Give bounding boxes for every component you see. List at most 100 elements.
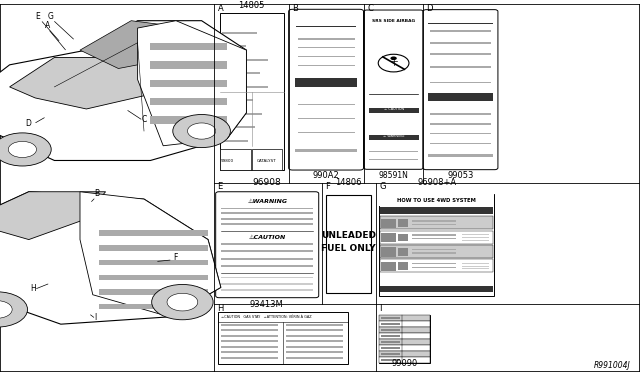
Bar	[150, 116, 227, 124]
Bar	[298, 132, 355, 134]
Bar	[285, 346, 343, 348]
Text: R991004J: R991004J	[594, 360, 630, 370]
Text: A: A	[45, 21, 50, 30]
Circle shape	[167, 293, 198, 311]
Bar	[99, 245, 208, 251]
Text: 14805: 14805	[238, 1, 264, 10]
Bar	[218, 312, 348, 364]
Bar	[99, 275, 208, 280]
Circle shape	[173, 115, 230, 148]
Bar	[462, 254, 490, 255]
Bar	[381, 323, 400, 325]
Polygon shape	[0, 192, 221, 324]
Bar	[381, 317, 400, 319]
Bar	[462, 263, 490, 264]
Bar	[379, 193, 494, 296]
Bar	[298, 104, 355, 105]
Text: 99053: 99053	[447, 171, 474, 180]
Text: CATALYST: CATALYST	[257, 158, 276, 163]
Circle shape	[188, 123, 216, 139]
Bar	[221, 346, 278, 348]
Bar	[430, 113, 491, 115]
Text: 98591N: 98591N	[379, 171, 408, 180]
Bar	[252, 149, 282, 170]
Bar	[298, 38, 355, 40]
Bar	[222, 99, 253, 101]
Polygon shape	[0, 21, 246, 160]
Bar	[462, 268, 490, 269]
Text: G: G	[48, 12, 54, 21]
Bar	[380, 259, 493, 272]
Bar	[221, 283, 313, 285]
Circle shape	[0, 301, 12, 318]
Bar	[398, 234, 408, 241]
Text: B: B	[95, 189, 100, 198]
FancyBboxPatch shape	[289, 9, 364, 170]
Bar	[221, 329, 278, 331]
Bar	[369, 135, 419, 140]
Circle shape	[390, 57, 397, 60]
Polygon shape	[0, 192, 106, 240]
Bar	[150, 80, 227, 87]
Bar	[285, 324, 343, 326]
Bar	[221, 340, 278, 342]
Bar	[412, 248, 456, 250]
Bar	[222, 32, 257, 33]
Bar	[221, 334, 278, 337]
Text: HOW TO USE 4WD SYSTEM: HOW TO USE 4WD SYSTEM	[397, 198, 476, 203]
Bar	[99, 289, 208, 295]
Text: H: H	[30, 284, 36, 293]
Text: G: G	[380, 182, 386, 191]
Circle shape	[0, 292, 28, 327]
Bar	[381, 233, 396, 242]
Bar	[379, 357, 430, 363]
Bar	[381, 247, 396, 257]
Bar	[381, 341, 400, 343]
Bar	[222, 72, 260, 74]
Bar	[285, 334, 343, 337]
Bar	[99, 230, 208, 236]
Bar	[220, 149, 251, 170]
Text: ⚠ WARNING: ⚠ WARNING	[383, 134, 404, 138]
FancyBboxPatch shape	[216, 192, 319, 298]
Bar	[462, 266, 490, 267]
Bar	[412, 252, 456, 254]
Text: 99800: 99800	[221, 158, 234, 163]
Bar	[221, 265, 313, 267]
Bar	[430, 143, 491, 144]
Bar	[462, 237, 490, 238]
Text: I: I	[95, 314, 97, 323]
Bar	[380, 231, 493, 244]
Bar	[99, 260, 208, 265]
Bar	[379, 351, 430, 357]
Bar	[462, 251, 490, 252]
Polygon shape	[80, 192, 221, 317]
Bar	[285, 340, 343, 342]
Bar	[380, 207, 493, 214]
Bar	[379, 193, 494, 206]
Bar	[221, 243, 313, 245]
Text: C: C	[142, 115, 147, 124]
Bar	[369, 151, 418, 152]
Bar	[221, 224, 313, 225]
Bar	[462, 240, 490, 241]
Text: ⚠CAUTION: ⚠CAUTION	[248, 235, 286, 240]
Bar	[150, 61, 227, 68]
Bar	[379, 321, 430, 327]
Bar	[412, 267, 456, 268]
Bar	[462, 222, 490, 224]
Text: ⚠CAUTION   GAS STAY   ⚠ATTENTION: VÉRIN À GAZ: ⚠CAUTION GAS STAY ⚠ATTENTION: VÉRIN À GA…	[221, 315, 312, 319]
Bar	[150, 98, 227, 105]
Bar	[379, 315, 430, 321]
Bar	[430, 30, 491, 32]
Text: 96908+A: 96908+A	[417, 179, 457, 187]
Bar	[398, 248, 408, 256]
Bar	[298, 47, 355, 48]
Bar	[221, 250, 313, 252]
Bar	[430, 82, 491, 83]
Bar	[295, 78, 357, 87]
Text: D: D	[426, 4, 433, 13]
Text: I: I	[380, 304, 382, 312]
Text: E: E	[218, 182, 223, 191]
Text: ⚠WARNING: ⚠WARNING	[247, 199, 287, 204]
